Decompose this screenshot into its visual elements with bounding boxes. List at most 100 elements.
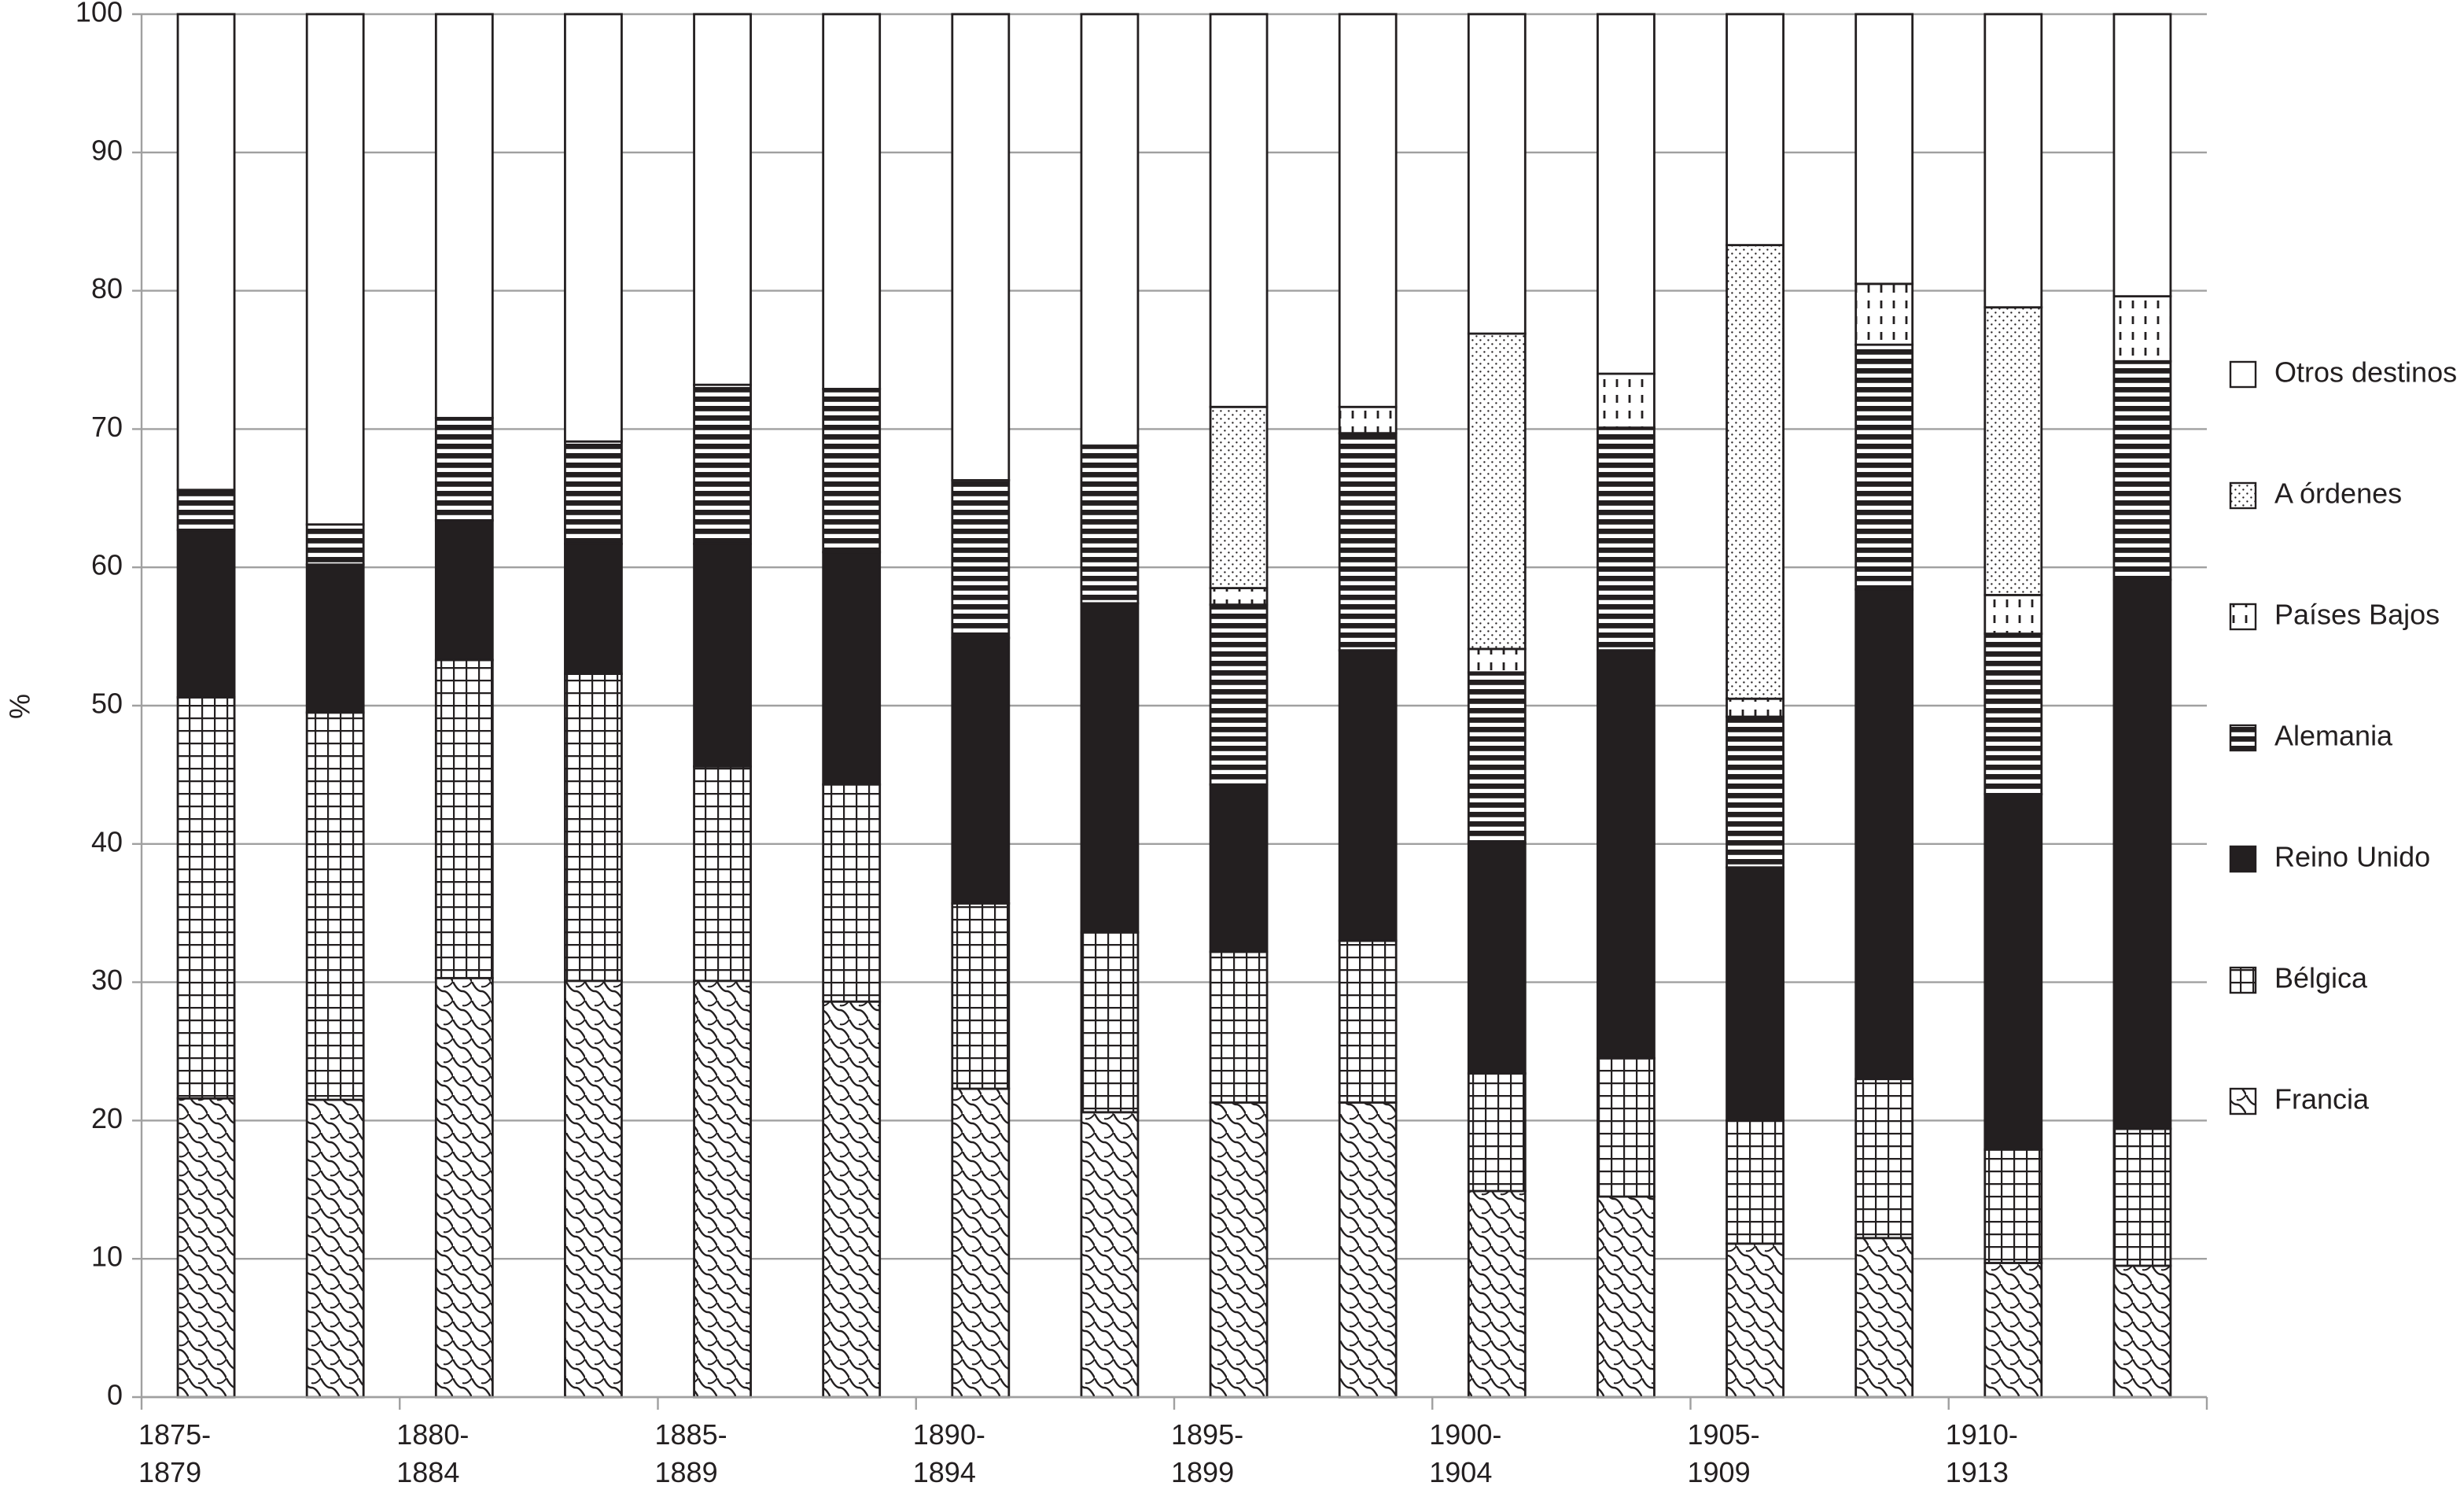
bar-segment xyxy=(1597,1195,1656,1399)
y-tick-label: 0 xyxy=(107,1379,123,1411)
bar-segment xyxy=(693,383,752,545)
legend-label: Francia xyxy=(2274,1083,2370,1115)
y-tick-label: 90 xyxy=(91,134,123,166)
bar-segment xyxy=(1597,1056,1656,1198)
bar-segment xyxy=(2112,578,2172,1130)
bar-segment xyxy=(1597,13,1656,375)
bar-segment xyxy=(693,13,752,386)
legend-swatch xyxy=(2229,724,2257,752)
bar-segment xyxy=(2112,1127,2172,1267)
legend-label: Reino Unido xyxy=(2274,841,2430,873)
legend-swatch xyxy=(2229,481,2257,510)
x-tick-label: 1875-1879 xyxy=(138,1418,211,1486)
bar-segment xyxy=(1597,649,1656,1060)
bar-segment xyxy=(176,13,236,492)
bar-segment xyxy=(176,489,236,532)
bar-segment xyxy=(1854,282,1914,346)
bar-segment xyxy=(1597,426,1656,652)
bar-segment xyxy=(822,783,882,1003)
bar-segment xyxy=(1854,1078,1914,1240)
bar-segment xyxy=(176,529,236,699)
x-tick-label: 1890-1894 xyxy=(913,1418,985,1486)
bar-segment xyxy=(434,13,494,419)
bar-segment xyxy=(1854,13,1914,286)
y-tick-label: 100 xyxy=(76,0,123,28)
y-tick-label: 80 xyxy=(91,272,123,304)
bar-segment xyxy=(1338,1101,1398,1399)
x-tick-label: 1905-1909 xyxy=(1688,1418,1760,1486)
legend-label: Alemania xyxy=(2274,720,2393,752)
bar-segment xyxy=(1209,950,1269,1104)
bar-segment xyxy=(305,523,365,566)
bar-segment xyxy=(305,563,365,714)
bar-segment xyxy=(1080,931,1140,1114)
legend-swatch xyxy=(2229,845,2257,873)
bar-segment xyxy=(1726,697,1784,718)
bar-segment xyxy=(1209,405,1269,589)
bar-segment xyxy=(1080,1111,1140,1399)
bar-segment xyxy=(1467,332,1527,651)
bar-segment xyxy=(1080,444,1140,605)
bar-segment xyxy=(1338,939,1398,1104)
bar-segment xyxy=(951,13,1011,481)
bar-segment xyxy=(1597,372,1656,430)
bar-segment xyxy=(2112,13,2172,298)
bar-segment xyxy=(564,979,623,1399)
bar-segment xyxy=(951,902,1011,1090)
legend-label: Bélgica xyxy=(2274,962,2368,994)
bar-segment xyxy=(1726,13,1784,246)
bar-segment xyxy=(1983,1148,2043,1264)
bar-segment xyxy=(176,696,236,1100)
bar-segment xyxy=(1854,588,1914,1081)
bar-segment xyxy=(305,711,365,1101)
legend-swatch xyxy=(2229,966,2257,994)
bar-segment xyxy=(305,1098,365,1399)
bar-segment xyxy=(1209,13,1269,408)
y-tick-label: 50 xyxy=(91,688,123,720)
bar-segment xyxy=(1209,603,1269,786)
bar-segment xyxy=(1983,593,2043,635)
bar-segment xyxy=(951,479,1011,640)
y-tick-label: 20 xyxy=(91,1102,123,1134)
bar-segment xyxy=(1983,632,2043,795)
bar-segment xyxy=(693,979,752,1399)
x-tick-label: 1885-1889 xyxy=(655,1418,727,1486)
bar-segment xyxy=(822,1000,882,1399)
bar-segment xyxy=(693,542,752,768)
bar-segment xyxy=(434,519,494,662)
legend-label: A órdenes xyxy=(2274,478,2402,510)
bar-segment xyxy=(564,13,623,443)
bar-segment xyxy=(1209,783,1269,953)
bar-segment xyxy=(822,388,882,554)
legend-swatch xyxy=(2229,603,2257,631)
legend-label: Otros destinos xyxy=(2274,356,2457,389)
bar-segment xyxy=(564,542,623,675)
legend-label: Países Bajos xyxy=(2274,599,2440,631)
bar-segment xyxy=(1467,647,1527,674)
y-tick-label: 60 xyxy=(91,549,123,581)
bar-segment xyxy=(1338,405,1398,435)
bar-segment xyxy=(951,636,1011,905)
bar-segment xyxy=(1983,1262,2043,1399)
bar-segment xyxy=(1467,1072,1527,1193)
y-tick-label: 40 xyxy=(91,825,123,857)
bar-segment xyxy=(2112,360,2172,581)
bar-segment xyxy=(1080,13,1140,447)
x-tick-label: 1910-1913 xyxy=(1946,1418,2018,1486)
x-tick-label: 1895-1899 xyxy=(1171,1418,1243,1486)
bar-segment xyxy=(951,1087,1011,1399)
legend-swatch xyxy=(2229,1087,2257,1115)
bar-segment xyxy=(2112,1264,2172,1399)
y-tick-label: 10 xyxy=(91,1241,123,1273)
y-axis-label: % xyxy=(4,694,36,719)
bar-segment xyxy=(434,976,494,1399)
bar-segment xyxy=(1338,649,1398,942)
bar-segment xyxy=(1726,1119,1784,1245)
bar-segment xyxy=(822,551,882,786)
bar-segment xyxy=(434,416,494,522)
bar-segment xyxy=(1726,1242,1784,1399)
bar-segment xyxy=(564,673,623,983)
bar-segment xyxy=(1854,1237,1914,1399)
